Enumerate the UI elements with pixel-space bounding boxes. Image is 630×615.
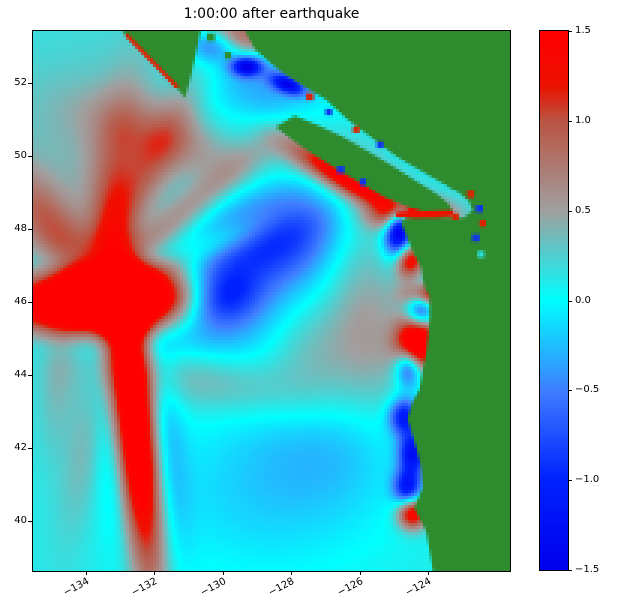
colorbar-tick-label: −0.5 [575, 384, 600, 396]
plot-title: 1:00:00 after earthquake [183, 6, 360, 22]
x-tick-mark [291, 571, 293, 575]
y-tick-label: 50 [14, 149, 27, 161]
colorbar-tick-mark [568, 210, 572, 212]
colorbar-tick-mark [568, 570, 572, 571]
colorbar-tick-label: 0.5 [575, 204, 591, 216]
y-tick-label: 42 [14, 441, 27, 453]
x-tick-mark [86, 571, 87, 575]
x-tick-mark [359, 571, 361, 575]
y-tick-mark [28, 301, 32, 303]
colorbar-tick-label: 1.0 [575, 114, 591, 126]
colorbar-canvas [539, 30, 569, 571]
x-tick-label: −128 [266, 576, 297, 599]
x-tick-mark [427, 571, 429, 575]
y-tick-label: 46 [14, 295, 27, 307]
y-tick-label: 48 [14, 222, 27, 234]
y-tick-label: 40 [14, 514, 27, 526]
x-tick-label: −130 [198, 576, 228, 599]
colorbar-tick-mark [568, 480, 572, 482]
tsunami-heatmap-canvas [32, 30, 511, 572]
x-tick-label: −134 [61, 576, 92, 599]
x-tick-mark [154, 571, 156, 575]
y-tick-mark [28, 82, 32, 84]
x-tick-mark [222, 571, 224, 575]
colorbar-tick-mark [568, 300, 572, 302]
colorbar-tick-label: −1.5 [575, 564, 600, 575]
y-tick-label: 52 [14, 76, 27, 88]
colorbar-tick-mark [568, 390, 572, 392]
y-tick-label: 44 [14, 368, 27, 380]
x-tick-label: −132 [130, 576, 160, 599]
colorbar-tick-label: −1.0 [575, 474, 600, 486]
y-tick-mark [28, 520, 32, 522]
x-tick-label: −124 [403, 576, 434, 599]
y-tick-mark [28, 228, 32, 230]
colorbar-tick-mark [568, 120, 572, 122]
y-tick-mark [28, 374, 32, 376]
colorbar-tick-mark [568, 31, 572, 32]
y-tick-mark [28, 155, 32, 157]
y-tick-mark [28, 447, 32, 449]
x-tick-label: −126 [335, 576, 365, 599]
colorbar-tick-label: 0.0 [575, 294, 591, 306]
colorbar-tick-label: 1.5 [575, 25, 591, 36]
